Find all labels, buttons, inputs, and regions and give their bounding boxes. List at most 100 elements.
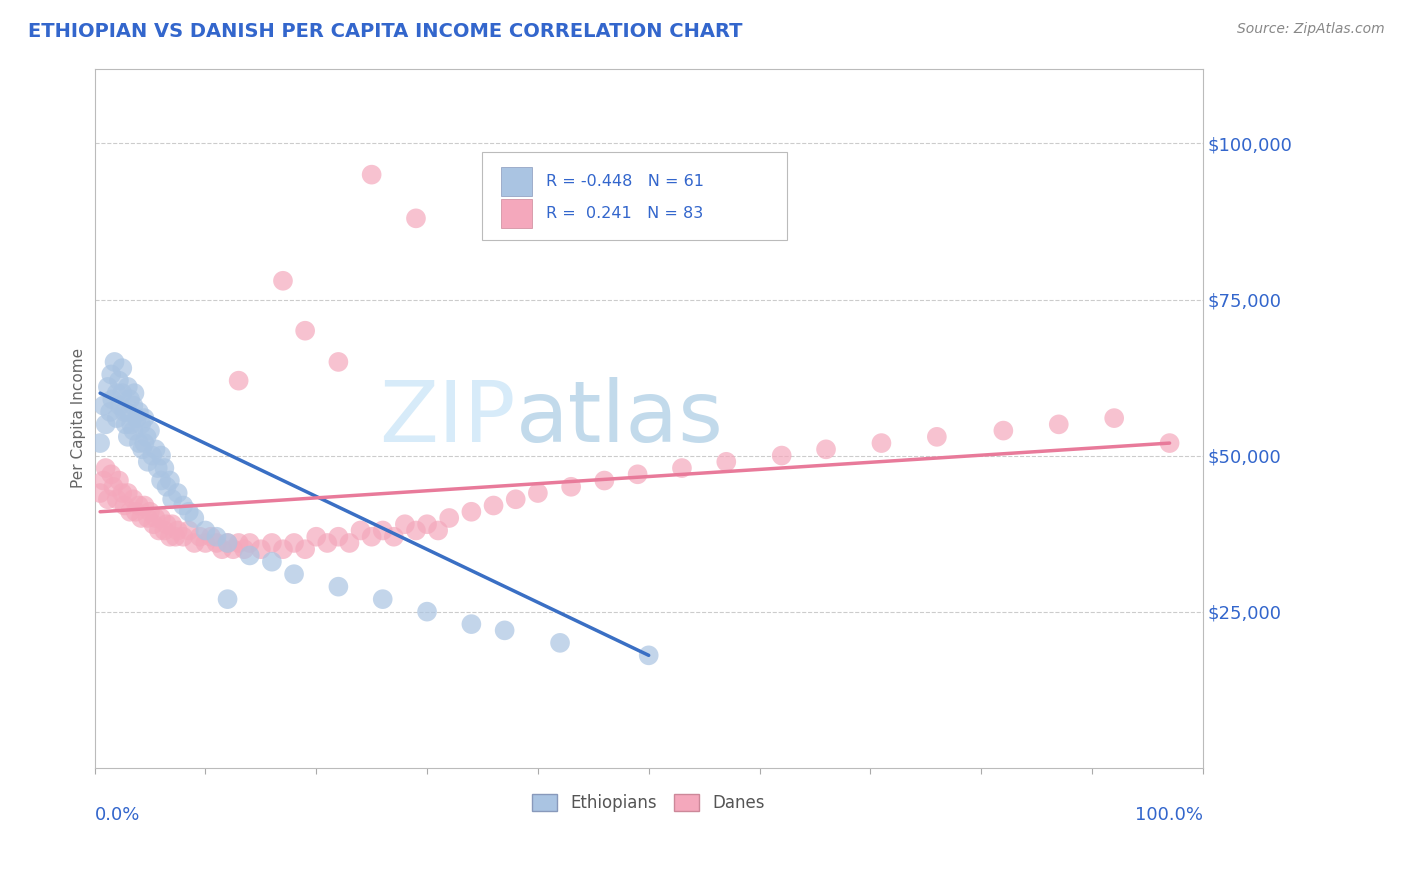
Point bbox=[117, 430, 139, 444]
Point bbox=[339, 536, 361, 550]
Point bbox=[105, 386, 128, 401]
Point bbox=[108, 474, 131, 488]
Point bbox=[222, 542, 245, 557]
Point bbox=[136, 455, 159, 469]
Point bbox=[205, 530, 228, 544]
Point bbox=[271, 542, 294, 557]
Point bbox=[172, 530, 194, 544]
Point bbox=[153, 524, 176, 538]
Point bbox=[160, 492, 183, 507]
Point bbox=[114, 405, 136, 419]
Point bbox=[122, 399, 145, 413]
Point bbox=[120, 417, 142, 432]
Point bbox=[134, 436, 156, 450]
Point bbox=[1159, 436, 1181, 450]
Point bbox=[217, 536, 239, 550]
Point bbox=[371, 592, 394, 607]
Text: Source: ZipAtlas.com: Source: ZipAtlas.com bbox=[1237, 22, 1385, 37]
Point bbox=[124, 505, 146, 519]
Point bbox=[141, 449, 163, 463]
Point bbox=[160, 517, 183, 532]
Point bbox=[183, 511, 205, 525]
Y-axis label: Per Capita Income: Per Capita Income bbox=[72, 348, 86, 488]
Point bbox=[1102, 411, 1125, 425]
FancyBboxPatch shape bbox=[482, 153, 787, 240]
Point bbox=[228, 536, 250, 550]
Point bbox=[172, 499, 194, 513]
Point bbox=[993, 424, 1015, 438]
Point bbox=[294, 542, 316, 557]
Point bbox=[93, 399, 115, 413]
Point bbox=[494, 624, 516, 638]
Text: atlas: atlas bbox=[516, 376, 724, 459]
Text: ZIP: ZIP bbox=[380, 376, 516, 459]
Point bbox=[405, 524, 427, 538]
Point bbox=[135, 430, 157, 444]
Point bbox=[93, 474, 115, 488]
Point bbox=[188, 530, 211, 544]
Point bbox=[671, 461, 693, 475]
Point bbox=[233, 542, 256, 557]
Point bbox=[211, 542, 233, 557]
Point bbox=[136, 511, 159, 525]
Point bbox=[124, 386, 146, 401]
Point bbox=[103, 480, 125, 494]
Point bbox=[111, 361, 134, 376]
Point bbox=[117, 380, 139, 394]
Point bbox=[117, 405, 139, 419]
Point bbox=[560, 480, 582, 494]
Point bbox=[382, 530, 405, 544]
Point bbox=[627, 467, 650, 482]
Point bbox=[482, 499, 505, 513]
Point bbox=[166, 524, 188, 538]
Text: R = -0.448   N = 61: R = -0.448 N = 61 bbox=[546, 174, 703, 189]
Point bbox=[925, 430, 948, 444]
Point bbox=[283, 567, 305, 582]
Point bbox=[108, 374, 131, 388]
Point bbox=[166, 486, 188, 500]
Point bbox=[134, 499, 156, 513]
Text: 0.0%: 0.0% bbox=[94, 806, 141, 824]
Point bbox=[153, 461, 176, 475]
Point bbox=[146, 461, 169, 475]
Point bbox=[271, 274, 294, 288]
Point bbox=[131, 442, 153, 457]
Point bbox=[305, 530, 328, 544]
Point bbox=[159, 474, 181, 488]
Point bbox=[148, 524, 170, 538]
Point bbox=[100, 368, 122, 382]
Point bbox=[239, 549, 262, 563]
Point bbox=[328, 530, 350, 544]
Point bbox=[328, 355, 350, 369]
Point bbox=[128, 436, 150, 450]
Point bbox=[129, 417, 152, 432]
Text: R =  0.241   N = 83: R = 0.241 N = 83 bbox=[546, 206, 703, 220]
Point bbox=[122, 424, 145, 438]
Point bbox=[439, 511, 461, 525]
Point bbox=[134, 411, 156, 425]
Point bbox=[94, 417, 117, 432]
Point bbox=[139, 505, 162, 519]
Point bbox=[150, 511, 173, 525]
Point bbox=[815, 442, 838, 457]
Point bbox=[194, 524, 217, 538]
Point bbox=[360, 168, 382, 182]
Point bbox=[260, 536, 283, 550]
Point bbox=[637, 648, 659, 663]
Point bbox=[460, 505, 482, 519]
Point bbox=[239, 536, 262, 550]
Point bbox=[94, 461, 117, 475]
Point bbox=[105, 411, 128, 425]
Point bbox=[228, 374, 250, 388]
Point bbox=[548, 636, 571, 650]
Point bbox=[97, 380, 120, 394]
Point bbox=[128, 499, 150, 513]
Point bbox=[360, 530, 382, 544]
Point bbox=[294, 324, 316, 338]
Bar bbox=[502, 167, 533, 196]
Point bbox=[155, 480, 177, 494]
Point bbox=[142, 517, 165, 532]
Point bbox=[371, 524, 394, 538]
Text: ETHIOPIAN VS DANISH PER CAPITA INCOME CORRELATION CHART: ETHIOPIAN VS DANISH PER CAPITA INCOME CO… bbox=[28, 22, 742, 41]
Point bbox=[145, 511, 167, 525]
